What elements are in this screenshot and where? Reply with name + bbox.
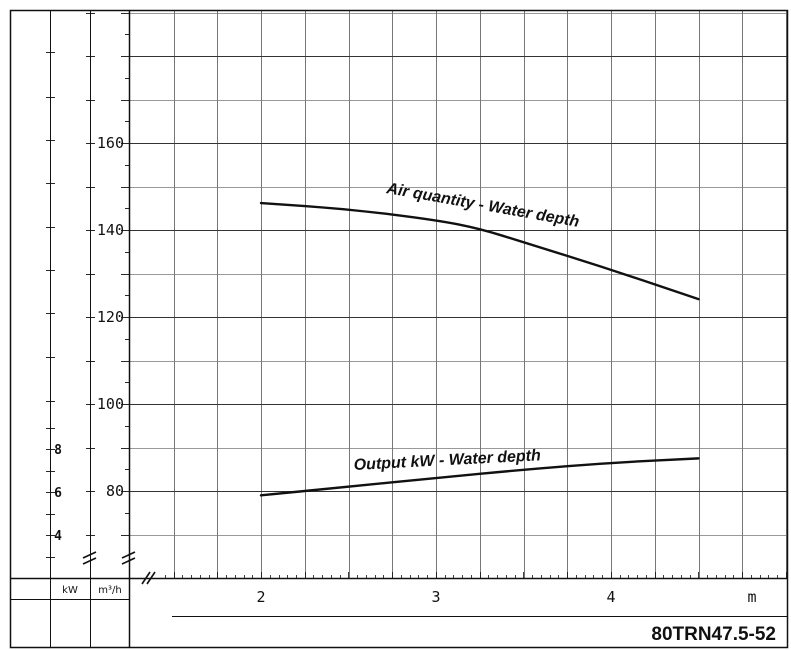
x-unit-label: m [747, 588, 756, 606]
model-label: 80TRN47.5-52 [651, 624, 776, 645]
x-axis-break [141, 571, 156, 585]
air-tick-label: 100 [97, 395, 124, 413]
output-kw-curve [259, 457, 700, 497]
x-tick-label: 2 [256, 588, 265, 606]
x-tick-label: 4 [606, 588, 615, 606]
air-axis-break [121, 551, 136, 565]
x-tick-label: 3 [431, 588, 440, 606]
kw-tick-label: 6 [54, 486, 62, 501]
kw-tick-label: 8 [54, 443, 62, 458]
axis-labels: kW m³/h m 80TRN47.5-52 [62, 585, 776, 645]
air-unit-label: m³/h [98, 585, 121, 596]
chart-border [9, 9, 789, 649]
air-tick-label: 140 [97, 221, 124, 239]
axis-ticks: 80 100 120 140 160 4 6 8 2 3 4 [46, 13, 787, 606]
curve-labels: Air quantity - Water depth Output kW - W… [353, 180, 580, 474]
air-tick-label: 120 [97, 308, 124, 326]
air-tick-label: 80 [106, 482, 124, 500]
series [259, 201, 700, 497]
air-quantity-curve [259, 201, 700, 301]
kw-unit-label: kW [62, 585, 78, 596]
grid [129, 10, 788, 578]
axis-breaks [82, 551, 156, 585]
kw-axis-break [82, 551, 97, 565]
frame [9, 9, 789, 649]
kw-tick-label: 4 [54, 529, 62, 544]
air-tick-label: 160 [97, 134, 124, 152]
